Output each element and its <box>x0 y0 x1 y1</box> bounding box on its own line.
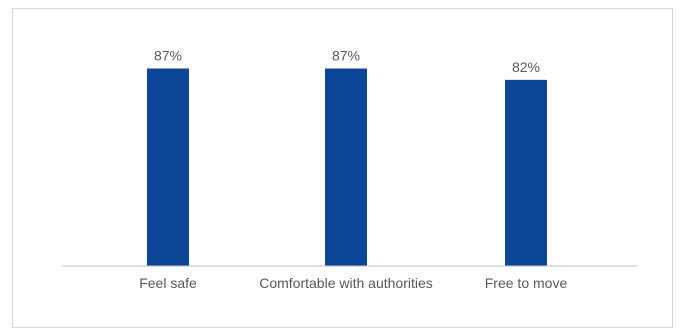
bar-0 <box>147 68 189 266</box>
value-labels-group: 87% 87% 82% <box>154 48 540 75</box>
category-labels-group: Feel safe Comfortable with authorities Fre… <box>139 275 567 291</box>
value-label-0: 87% <box>154 48 182 64</box>
bar-2 <box>505 79 547 266</box>
category-label-0: Feel safe <box>139 275 197 291</box>
category-label-2: Free to move <box>485 275 568 291</box>
value-label-2: 82% <box>512 59 540 75</box>
bars-group <box>147 68 547 266</box>
value-label-1: 87% <box>332 48 360 64</box>
category-label-1: Comfortable with authorities <box>259 275 433 291</box>
bar-1 <box>325 68 367 266</box>
